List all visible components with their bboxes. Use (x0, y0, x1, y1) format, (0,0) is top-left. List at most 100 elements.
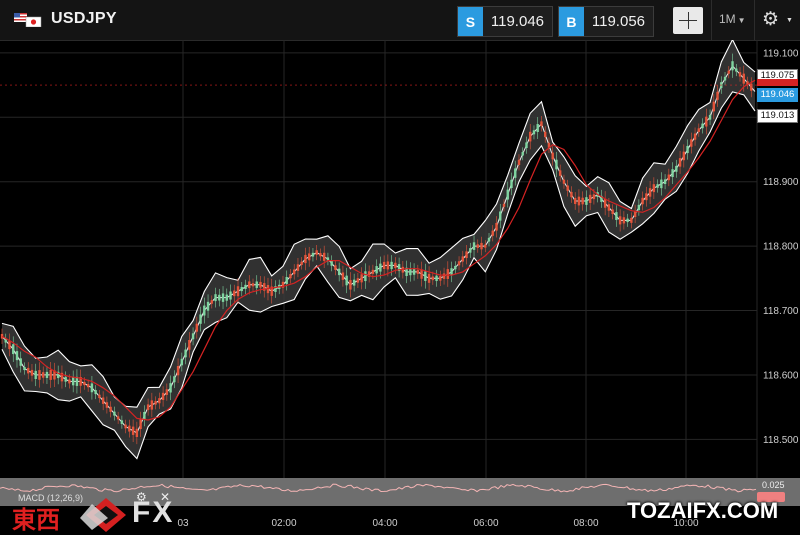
candle-body (184, 349, 187, 358)
candle-body (427, 273, 431, 283)
y-tick-label: 118.600 (763, 370, 799, 381)
candle-body (49, 369, 52, 380)
candle-body (618, 216, 622, 225)
candle-body (379, 263, 382, 272)
candle-body (203, 305, 206, 316)
price-chart[interactable]: 119.100119.000118.900118.800118.700118.6… (0, 40, 800, 480)
candle-body (206, 301, 210, 311)
candle-body (510, 179, 513, 188)
candle-body (161, 392, 165, 401)
candle-body (626, 218, 629, 223)
candle-body (334, 265, 337, 270)
candle-body (633, 210, 637, 217)
symbol-title[interactable]: USDJPY (51, 10, 117, 27)
x-axis: 03 02:00 04:00 06:00 08:00 10:00 (177, 518, 699, 529)
candle-body (390, 261, 393, 270)
candle-body (143, 411, 146, 420)
x-tick-label: 08:00 (573, 518, 598, 529)
candle-body (251, 283, 255, 287)
candle-body (525, 142, 528, 149)
candle-body (723, 76, 727, 81)
candle-body (476, 244, 479, 248)
candle-body (622, 217, 626, 224)
macd-panel[interactable]: MACD (12,26,9) ⚙ ✕ 0.025 (0, 478, 800, 506)
candle-body (60, 372, 64, 382)
sell-price-flag: 119.046 (757, 88, 798, 102)
candle-body (588, 194, 592, 203)
y-tick-label: 118.800 (763, 242, 799, 253)
candle-body (652, 184, 656, 193)
candle-body (210, 300, 213, 304)
candle-body (566, 185, 569, 191)
gear-icon[interactable]: ⚙ (136, 490, 147, 504)
candle-body (345, 275, 348, 286)
candle-body (472, 242, 476, 250)
crosshair-icon[interactable] (673, 7, 703, 34)
sell-button[interactable]: S 119.046 (457, 6, 553, 37)
candle-body (120, 420, 124, 424)
candle-body (607, 204, 611, 211)
candle-body (416, 269, 420, 274)
candle-body (23, 366, 26, 371)
candle-body (386, 261, 390, 270)
candle-body (746, 81, 749, 85)
candle-body (352, 279, 356, 286)
candle-body (502, 203, 506, 207)
candle-body (154, 401, 157, 405)
candle-body (558, 170, 562, 176)
candle-body (663, 179, 667, 185)
candle-body (150, 400, 154, 410)
candle-body (296, 264, 300, 271)
candle-body (547, 142, 551, 148)
candle-body (15, 351, 19, 361)
candlesticks (0, 53, 753, 445)
x-tick-label: 03 (177, 518, 189, 529)
candle-body (585, 197, 588, 205)
candle-body (686, 145, 689, 154)
y-tick-label: 118.500 (763, 435, 799, 446)
candle-body (514, 168, 517, 178)
candle-body (675, 165, 678, 172)
candle-body (244, 284, 247, 290)
candle-body (405, 267, 408, 276)
candle-body (105, 402, 109, 408)
candle-body (68, 379, 71, 384)
candle-body (484, 244, 487, 248)
candle-body (495, 222, 498, 231)
candle-body (517, 159, 521, 165)
candle-body (188, 339, 191, 350)
y-tick-label: 118.900 (763, 177, 799, 188)
chevron-down-icon: ▼ (737, 16, 746, 25)
candle-body (158, 398, 161, 404)
gear-icon[interactable]: ⚙ ▼ (762, 9, 793, 30)
candle-body (603, 198, 607, 208)
candle-body (131, 426, 135, 435)
candle-body (581, 197, 584, 205)
candle-body (499, 211, 502, 221)
divider (754, 0, 755, 40)
candle-body (128, 425, 131, 432)
candle-body (45, 371, 49, 378)
sell-tag: S (458, 7, 483, 36)
candle-body (83, 381, 86, 386)
candle-body (240, 287, 243, 292)
timeframe-select[interactable]: 1M ▼ (719, 12, 746, 26)
candle-body (293, 269, 296, 275)
candle-body (124, 424, 127, 429)
candle-body (469, 248, 472, 253)
middle-band (1, 64, 756, 434)
close-icon[interactable]: ✕ (160, 490, 171, 504)
buy-price: 119.056 (591, 13, 645, 30)
candle-body (349, 279, 352, 290)
candle-body (19, 358, 22, 366)
macd-value: 0.025 (762, 480, 785, 490)
candle-body (236, 286, 240, 297)
candle-body (195, 323, 199, 332)
buy-button[interactable]: B 119.056 (558, 6, 654, 37)
candle-body (529, 131, 532, 142)
candle-body (491, 230, 494, 236)
bollinger-bands (1, 40, 756, 460)
candle-body (319, 253, 322, 257)
candle-body (420, 269, 423, 279)
candle-body (682, 151, 686, 161)
